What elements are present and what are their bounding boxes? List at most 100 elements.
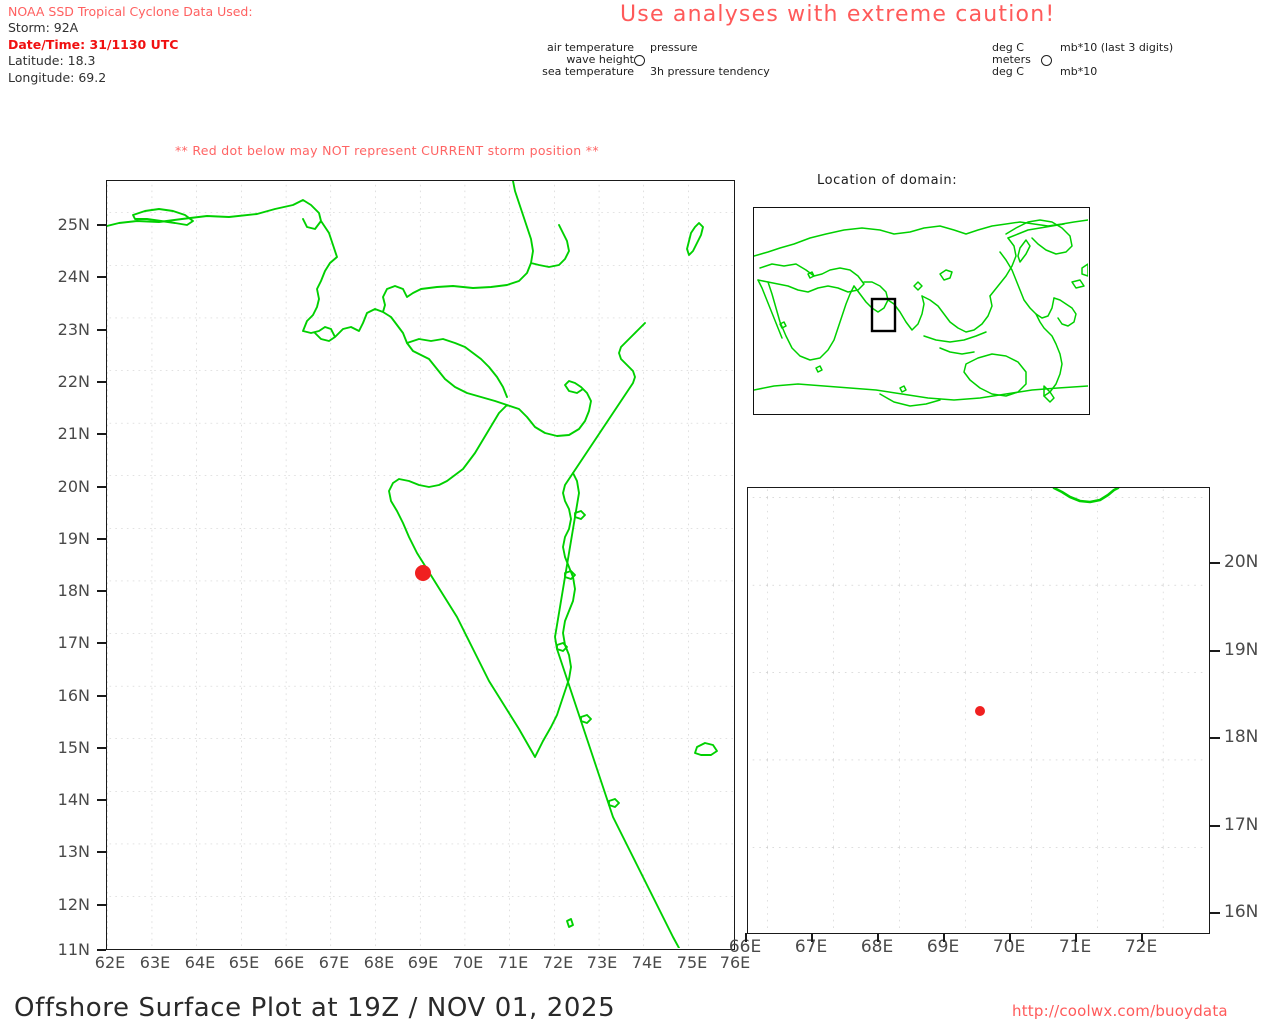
noaa-source-line: NOAA SSD Tropical Cyclone Data Used:: [8, 4, 253, 19]
main-ytickmark-13N: [97, 851, 106, 853]
main-ytick-19N: 19N: [57, 529, 90, 548]
zoom-xtickmark-68E: [877, 933, 879, 942]
main-ytickmark-18N: [97, 590, 106, 592]
main-ytick-25N: 25N: [57, 215, 90, 234]
zoom-xtickmark-70E: [1009, 933, 1011, 942]
main-xtick-70E: 70E: [452, 953, 484, 972]
source-url[interactable]: http://coolwx.com/buoydata: [1012, 1002, 1228, 1020]
main-xtick-76E: 76E: [719, 953, 751, 972]
main-xtick-71E: 71E: [497, 953, 529, 972]
coastline-paths: [107, 181, 718, 948]
world-coastlines: [754, 219, 1088, 407]
main-ytickmark-17N: [97, 642, 106, 644]
main-ytick-17N: 17N: [57, 633, 90, 652]
legend-sea-temperature-label: sea temperature: [542, 65, 634, 79]
legend-unit-wave-height: meters: [992, 53, 1031, 67]
world-locator-inset: [753, 207, 1090, 415]
storm-longitude: Longitude: 69.2: [8, 69, 107, 85]
main-ytickmark-12N: [97, 904, 106, 906]
main-ytickmark-24N: [97, 276, 106, 278]
main-xtick-68E: 68E: [363, 953, 395, 972]
main-ytickmark-15N: [97, 747, 106, 749]
legend-pressure-label: pressure: [650, 41, 698, 54]
zoom-xtickmark-71E: [1075, 933, 1077, 942]
zoom-xtickmark-72E: [1141, 933, 1143, 942]
main-xtick-65E: 65E: [228, 953, 260, 972]
main-ytickmark-19N: [97, 538, 106, 540]
storm-info-block: NOAA SSD Tropical Cyclone Data Used: Sto…: [8, 4, 253, 86]
zoom-ytick-16N: 16N: [1224, 902, 1259, 922]
storm-datetime: Date/Time: 31/1130 UTC: [8, 36, 179, 52]
main-ytick-16N: 16N: [57, 686, 90, 705]
legend-air-temperature-label: air temperature: [547, 41, 634, 54]
main-xtick-69E: 69E: [407, 953, 439, 972]
main-ytickmark-22N: [97, 381, 106, 383]
zoom-ytickmark-19N: [1210, 650, 1220, 652]
zoom-ytick-19N: 19N: [1224, 640, 1259, 660]
zoom-xtickmark-67E: [811, 933, 813, 942]
zoom-xtickmark-66E: [745, 933, 747, 942]
main-ytick-22N: 22N: [57, 372, 90, 391]
main-ytick-13N: 13N: [57, 842, 90, 861]
main-ytick-24N: 24N: [57, 267, 90, 286]
main-xtick-74E: 74E: [631, 953, 663, 972]
zoom-ytick-17N: 17N: [1224, 815, 1259, 835]
legend-unit-air-temperature: deg C: [992, 41, 1024, 54]
main-ytickmark-11N: [97, 949, 106, 951]
zoom-ytickmark-20N: [1210, 562, 1220, 564]
main-xtick-75E: 75E: [676, 953, 708, 972]
legend-left-values: pressure 3h pressure tendency: [650, 41, 770, 79]
legend-unit-pressure-tendency: mb*10: [1060, 65, 1098, 79]
zoom-storm-position-marker: [975, 706, 985, 716]
main-map-panel[interactable]: [106, 180, 735, 950]
main-xtick-73E: 73E: [586, 953, 618, 972]
zoom-ytickmark-18N: [1210, 737, 1220, 739]
main-ytick-21N: 21N: [57, 424, 90, 443]
main-ytick-23N: 23N: [57, 320, 90, 339]
red-dot-warning: ** Red dot below may NOT represent CURRE…: [175, 143, 599, 158]
station-circle-icon: [634, 55, 645, 66]
main-xtick-67E: 67E: [318, 953, 350, 972]
zoom-detail-panel[interactable]: [747, 487, 1210, 934]
zoom-ytick-18N: 18N: [1224, 727, 1259, 747]
zoom-xtick-70E: 70E: [992, 937, 1026, 957]
legend-pressure-tendency-label: 3h pressure tendency: [650, 65, 770, 79]
zoom-xtick-69E: 69E: [926, 937, 960, 957]
legend-left-labels: air temperature wave height sea temperat…: [524, 41, 634, 79]
zoom-coastline: [1052, 488, 1120, 504]
zoom-xtickmark-69E: [943, 933, 945, 942]
main-ytickmark-23N: [97, 329, 106, 331]
storm-position-marker: [415, 565, 431, 581]
plot-title: Offshore Surface Plot at 19Z / NOV 01, 2…: [14, 993, 616, 1023]
main-ytickmark-25N: [97, 224, 106, 226]
zoom-map-canvas: [748, 488, 1207, 931]
main-xtick-72E: 72E: [542, 953, 574, 972]
main-ytickmark-16N: [97, 695, 106, 697]
station-circle-icon-right: [1041, 55, 1052, 66]
domain-box: [870, 297, 897, 333]
zoom-xtick-67E: 67E: [794, 937, 828, 957]
zoom-xtick-71E: 71E: [1058, 937, 1092, 957]
legend-unit-sea-temperature: deg C: [992, 65, 1024, 79]
legend-right-units-left-col: deg C meters deg C: [992, 41, 1031, 79]
main-ytickmark-20N: [97, 486, 106, 488]
main-ytick-11N: 11N: [57, 940, 90, 959]
world-inset-title: Location of domain:: [817, 173, 958, 188]
main-ytickmark-14N: [97, 799, 106, 801]
zoom-xtick-66E: 66E: [728, 937, 762, 957]
zoom-ytickmark-16N: [1210, 912, 1220, 914]
main-ytick-15N: 15N: [57, 738, 90, 757]
storm-id-label: Storm: 92A: [8, 20, 79, 36]
main-ytick-18N: 18N: [57, 581, 90, 600]
world-map-canvas: [754, 219, 1088, 407]
main-ytick-12N: 12N: [57, 895, 90, 914]
main-ytickmark-21N: [97, 433, 106, 435]
main-map-canvas: [107, 181, 733, 948]
zoom-xtick-72E: 72E: [1124, 937, 1158, 957]
legend-unit-pressure: mb*10 (last 3 digits): [1060, 41, 1174, 54]
main-ytick-14N: 14N: [57, 790, 90, 809]
main-map-gridlines: [107, 181, 733, 948]
main-ytick-20N: 20N: [57, 477, 90, 496]
zoom-ytick-20N: 20N: [1224, 552, 1259, 572]
main-xtick-64E: 64E: [184, 953, 216, 972]
